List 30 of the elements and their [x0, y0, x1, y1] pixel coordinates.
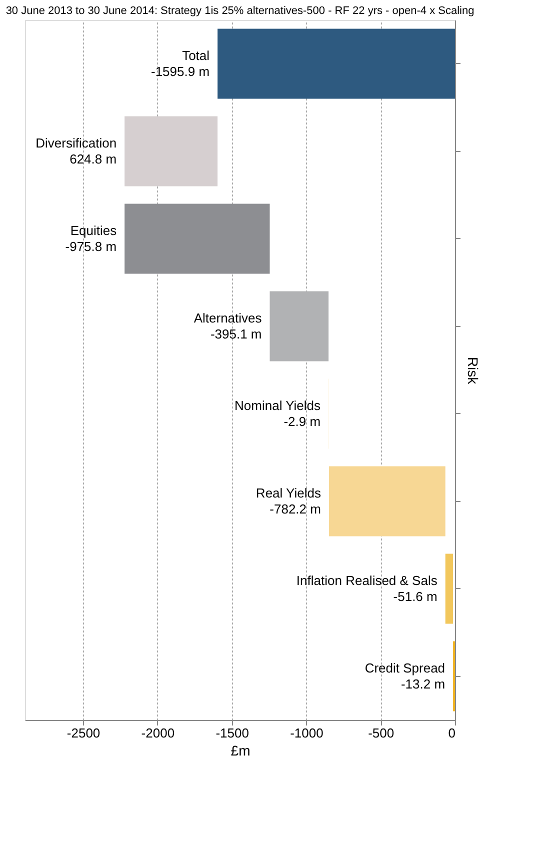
x-tick-label: -2500	[66, 726, 100, 740]
data-label: 624.8 m	[70, 151, 117, 166]
y-axis-title: Risk	[465, 356, 481, 386]
bar	[124, 116, 218, 186]
y-tick-label: Nominal Yields	[234, 398, 322, 413]
y-tick-label: Equities	[70, 222, 118, 238]
data-label: -975.8 m	[65, 238, 117, 254]
data-label: -13.2 m	[400, 676, 446, 692]
y-tick-label: Credit Spread	[364, 660, 446, 676]
bar	[445, 554, 454, 624]
x-tick-label: -500	[368, 726, 394, 740]
y-tick-label: Real Yields	[256, 485, 322, 500]
x-tick-label: -1500	[216, 726, 249, 740]
y-tick-label: Total	[182, 48, 210, 63]
y-tick-label: Diversification	[36, 135, 117, 150]
x-tick-label: 0	[448, 726, 456, 740]
bar	[218, 28, 455, 99]
x-tick-label: -1000	[290, 726, 324, 740]
data-label: -51.6 m	[393, 588, 438, 604]
bar	[124, 204, 270, 274]
data-label: -2.9 m	[284, 414, 321, 429]
y-tick-label: Inflation Realised & Sals	[296, 572, 438, 588]
chart-title: 30 June 2013 to 30 June 2014: Strategy 1is 25% alternatives-500 - RF 22 yrs - open-4 x Scaling	[6, 5, 474, 17]
bar	[328, 466, 446, 536]
x-axis-title: £m	[230, 742, 250, 758]
x-tick-label: -2000	[141, 726, 175, 740]
data-label: -1595.9 m	[151, 64, 210, 79]
y-tick-label: Alternatives	[194, 310, 262, 326]
data-label: -395.1 m	[210, 326, 262, 342]
data-label: -782.2 m	[270, 501, 321, 516]
